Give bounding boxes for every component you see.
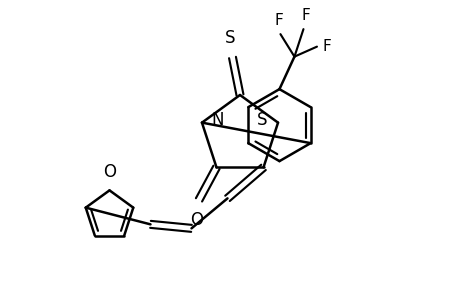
Text: F: F xyxy=(322,39,331,54)
Text: F: F xyxy=(301,8,310,23)
Text: O: O xyxy=(190,211,202,229)
Text: S: S xyxy=(224,28,235,46)
Text: S: S xyxy=(256,111,267,129)
Text: N: N xyxy=(211,111,223,129)
Text: F: F xyxy=(274,13,283,28)
Text: O: O xyxy=(103,164,116,181)
